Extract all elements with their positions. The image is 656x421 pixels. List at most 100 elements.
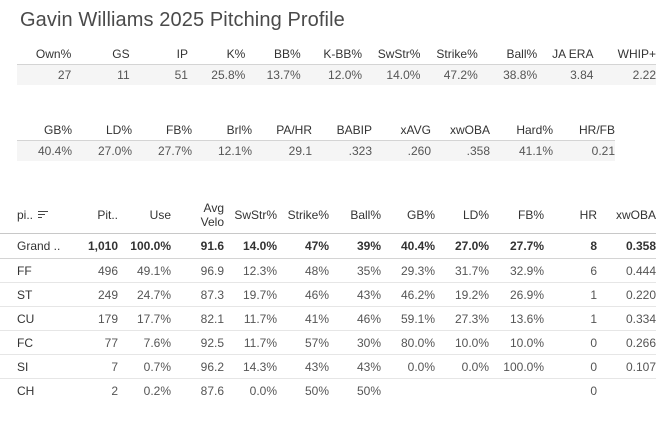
summary-2-header-cell: Brl% bbox=[226, 123, 252, 137]
strike-header[interactable]: Strike% bbox=[287, 208, 329, 222]
gb-header[interactable]: GB% bbox=[406, 208, 435, 222]
summary-2-value-cell: 27.7% bbox=[157, 144, 192, 158]
table-cell: 32.9% bbox=[509, 263, 544, 278]
summary-2-value-cell: .358 bbox=[466, 144, 490, 158]
summary-2-header-cell: GB% bbox=[43, 123, 72, 137]
hr-header[interactable]: HR bbox=[579, 208, 597, 222]
table-cell: 46% bbox=[304, 287, 329, 302]
avg-velo-header[interactable]: Avg Velo bbox=[200, 201, 224, 229]
summary-1-value-cell: 25.8% bbox=[211, 68, 246, 82]
table-cell: 26.9% bbox=[509, 287, 544, 302]
table-cell: 0.334 bbox=[625, 311, 656, 326]
table-cell: 1 bbox=[590, 311, 597, 326]
ld-header[interactable]: LD% bbox=[462, 208, 489, 222]
summary-2-header-cell: LD% bbox=[105, 123, 132, 137]
table-cell: 87.3 bbox=[200, 287, 224, 302]
table-cell: 27.3% bbox=[454, 311, 489, 326]
table-row[interactable]: CU 179 17.7% 82.1 11.7% 41% 46% 59.1% 27.3% 13.6%… bbox=[0, 307, 656, 331]
table-cell: 82.1 bbox=[200, 311, 224, 326]
table-row[interactable]: FF 496 49.1% 96.9 12.3% 48% 35% 29.3% 31.7% 32.9%… bbox=[0, 259, 656, 283]
sort-descending-icon[interactable] bbox=[38, 210, 49, 219]
grand-total-label: Grand .. bbox=[17, 239, 61, 253]
table-row[interactable]: SI 7 0.7% 96.2 14.3% 43% 43% 0.0% 0.0% 100.0% 0 0.1… bbox=[0, 355, 656, 379]
summary-2-header-cell: xAVG bbox=[400, 123, 431, 137]
table-cell: 31.7% bbox=[454, 263, 489, 278]
table-row[interactable]: CH 2 0.2% 87.6 0.0% 50% 50% 0 bbox=[0, 379, 656, 403]
table-cell: 1 bbox=[590, 287, 597, 302]
summary-2-header-row: GB% LD% FB% Brl% PA/HR BABIP xAVG xwOBA Hard% HR/… bbox=[17, 120, 615, 141]
swstr-header[interactable]: SwStr% bbox=[234, 208, 277, 222]
table-cell: 0.7% bbox=[143, 359, 171, 374]
table-cell: 46% bbox=[356, 311, 381, 326]
grand-total-cell: 8 bbox=[590, 239, 597, 253]
grand-total-cell: 0.358 bbox=[625, 239, 656, 253]
summary-1-header-cell: IP bbox=[176, 47, 188, 61]
summary-1-value-row: 27 11 51 25.8% 13.7% 12.0% 14.0% 47.2% 38.8% 3.84… bbox=[17, 64, 656, 85]
table-cell: 77 bbox=[104, 335, 118, 350]
pitch-type-header[interactable]: pi.. bbox=[0, 197, 66, 234]
summary-2-value-cell: 41.1% bbox=[518, 144, 553, 158]
use-header[interactable]: Use bbox=[149, 208, 171, 222]
table-cell: 43% bbox=[356, 359, 381, 374]
summary-2-header-cell: xwOBA bbox=[449, 123, 490, 137]
fb-header[interactable]: FB% bbox=[517, 208, 544, 222]
summary-1-header-cell: Ball% bbox=[506, 47, 538, 61]
table-cell: 0.0% bbox=[407, 359, 435, 374]
xwoba-header[interactable]: xwOBA bbox=[615, 208, 656, 222]
table-cell: 30% bbox=[356, 335, 381, 350]
table-cell: 10.0% bbox=[509, 335, 544, 350]
table-cell: 7 bbox=[111, 359, 118, 374]
table-cell: 0.2% bbox=[143, 383, 171, 398]
page-title: Gavin Williams 2025 Pitching Profile bbox=[20, 9, 345, 31]
table-cell: 2 bbox=[111, 383, 118, 398]
grand-total-cell: 40.4% bbox=[400, 239, 435, 253]
table-cell: 48% bbox=[304, 263, 329, 278]
table-cell: 0.444 bbox=[625, 263, 656, 278]
summary-2-value-row: 40.4% 27.0% 27.7% 12.1% 29.1 .323 .260 .358 41.1… bbox=[17, 140, 615, 161]
grand-total-cell: 27.0% bbox=[454, 239, 489, 253]
pitches-header[interactable]: Pit.. bbox=[97, 208, 118, 222]
summary-2-value-cell: .260 bbox=[407, 144, 431, 158]
table-cell: 29.3% bbox=[400, 263, 435, 278]
table-cell: 14.3% bbox=[242, 359, 277, 374]
pitch-type-cell: SI bbox=[17, 359, 29, 374]
table-cell: 0.266 bbox=[625, 335, 656, 350]
table-cell: 0.0% bbox=[249, 383, 277, 398]
table-cell: 59.1% bbox=[400, 311, 435, 326]
table-cell: 46.2% bbox=[400, 287, 435, 302]
summary-table-2: GB% LD% FB% Brl% PA/HR BABIP xAVG xwOBA Hard% HR/… bbox=[17, 120, 615, 161]
table-cell: 80.0% bbox=[400, 335, 435, 350]
table-cell: 50% bbox=[356, 383, 381, 398]
summary-1-value-cell: 47.2% bbox=[443, 68, 478, 82]
summary-2-value-cell: 29.1 bbox=[288, 144, 312, 158]
table-cell: 13.6% bbox=[509, 311, 544, 326]
table-cell: 35% bbox=[356, 263, 381, 278]
pitch-type-cell: FF bbox=[17, 263, 32, 278]
table-row[interactable]: ST 249 24.7% 87.3 19.7% 46% 43% 46.2% 19.2% 26.9%… bbox=[0, 283, 656, 307]
table-cell: 49.1% bbox=[136, 263, 171, 278]
summary-1-header-cell: BB% bbox=[273, 47, 301, 61]
summary-1-value-cell: 51 bbox=[174, 68, 188, 82]
table-cell: 12.3% bbox=[242, 263, 277, 278]
pitch-table-header-row: pi.. Pit.. Use Avg Velo SwStr% Strike% Ba… bbox=[0, 197, 656, 234]
summary-2-header-cell: PA/HR bbox=[276, 123, 312, 137]
table-cell: 6 bbox=[590, 263, 597, 278]
summary-1-header-cell: WHIP+ bbox=[617, 47, 656, 61]
grand-total-cell: 14.0% bbox=[242, 239, 277, 253]
ball-header[interactable]: Ball% bbox=[350, 208, 381, 222]
summary-table-1: Own% GS IP K% BB% K-BB% SwStr% Strike% Ball% JA E… bbox=[17, 44, 656, 85]
pitch-type-cell: CU bbox=[17, 311, 35, 326]
summary-2-header-cell: FB% bbox=[165, 123, 192, 137]
summary-2-value-cell: 27.0% bbox=[97, 144, 132, 158]
table-cell bbox=[381, 379, 435, 403]
pitch-arsenal-table: pi.. Pit.. Use Avg Velo SwStr% Strike% Ba… bbox=[0, 197, 656, 402]
table-row[interactable]: FC 77 7.6% 92.5 11.7% 57% 30% 80.0% 10.0% 10.0% 0 0… bbox=[0, 331, 656, 355]
table-cell: 41% bbox=[304, 311, 329, 326]
table-cell: 19.2% bbox=[454, 287, 489, 302]
summary-1-value-cell: 14.0% bbox=[386, 68, 421, 82]
table-cell bbox=[435, 379, 489, 403]
table-cell: 0.220 bbox=[625, 287, 656, 302]
summary-1-header-cell: SwStr% bbox=[377, 47, 421, 61]
grand-total-row: Grand .. 1,010 100.0% 91.6 14.0% 47% 39% 40.4% 2… bbox=[0, 234, 656, 259]
table-cell: 24.7% bbox=[136, 287, 171, 302]
